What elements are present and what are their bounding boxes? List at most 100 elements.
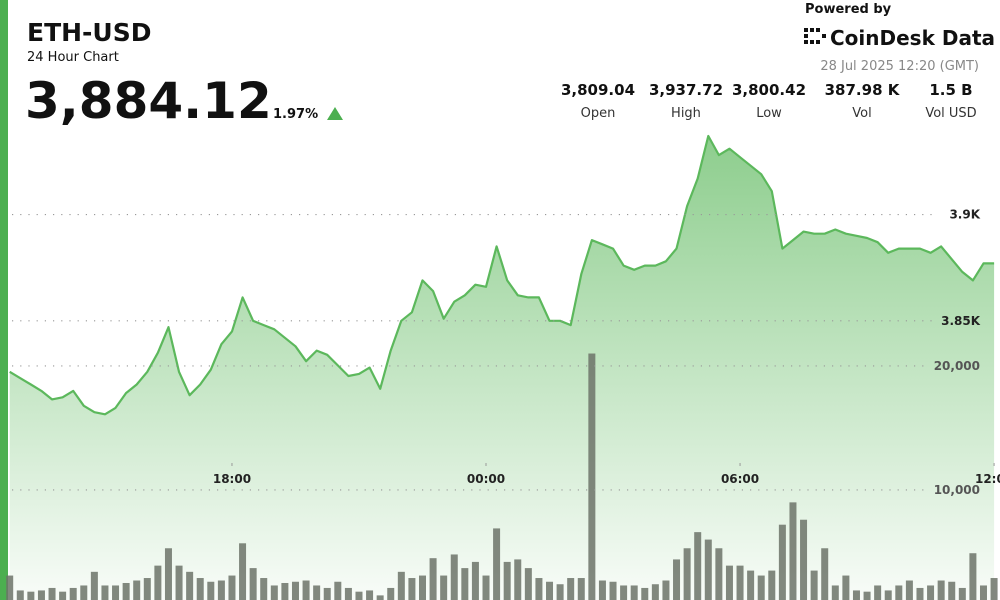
volume-bar — [588, 353, 596, 600]
stat-value: 3,809.04 — [561, 81, 635, 99]
volume-bar — [164, 548, 172, 600]
volume-bar — [948, 581, 956, 600]
volume-bar — [207, 581, 215, 600]
volume-bar — [133, 580, 141, 600]
volume-bar — [334, 581, 342, 600]
volume-bar — [461, 568, 469, 600]
volume-bar — [662, 580, 670, 600]
volume-bar — [641, 587, 649, 600]
stat-label: Open — [581, 106, 616, 121]
volume-bar — [260, 578, 268, 600]
volume-bar — [196, 578, 204, 600]
volume-bar — [524, 568, 532, 600]
volume-bar — [831, 585, 839, 600]
y2-tick-label: 20,000 — [934, 359, 980, 373]
volume-bar — [651, 584, 659, 600]
volume-bar — [927, 585, 935, 600]
volume-bar — [112, 585, 120, 600]
volume-bar — [291, 581, 299, 600]
volume-bar — [408, 578, 416, 600]
volume-bar — [228, 575, 236, 600]
volume-bar — [694, 532, 702, 600]
volume-bar — [958, 587, 966, 600]
volume-bar — [355, 591, 363, 600]
volume-bar — [810, 570, 818, 600]
volume-bar — [567, 578, 575, 600]
volume-bar — [990, 578, 998, 600]
volume-bar — [757, 575, 765, 600]
up-arrow — [327, 107, 343, 120]
volume-bar — [366, 590, 374, 600]
volume-bar — [302, 580, 310, 600]
volume-bar — [874, 585, 882, 600]
volume-bar — [937, 580, 945, 600]
volume-bar — [482, 575, 490, 600]
volume-bar — [440, 575, 448, 600]
volume-bar — [821, 548, 829, 600]
volume-bar — [673, 559, 681, 600]
header: ETH-USD 24 Hour Chart 3,884.12 1.97% Pow… — [25, 2, 995, 130]
volume-bar — [154, 565, 162, 600]
volume-bar — [270, 585, 278, 600]
volume-bar — [376, 595, 384, 600]
x-tick-label: 12:00 — [975, 472, 1000, 486]
volume-bar — [778, 524, 786, 600]
volume-bar — [768, 570, 776, 600]
stat-value: 387.98 K — [825, 81, 901, 99]
volume-bar — [344, 587, 352, 600]
volume-bar — [884, 590, 892, 600]
stat-value: 3,937.72 — [649, 81, 723, 99]
volume-bar — [27, 591, 35, 600]
volume-bar — [48, 587, 56, 600]
volume-bar — [239, 543, 247, 600]
stat-label: Vol — [852, 106, 871, 121]
volume-bar — [387, 587, 395, 600]
volume-bar — [916, 587, 924, 600]
volume-bar — [418, 575, 426, 600]
plot: 3.85K 3.9K 10,000 20,000 18:00 00:00 06:00 12:0… — [6, 134, 1000, 600]
volume-bar — [101, 585, 109, 600]
volume-bar — [704, 539, 712, 600]
volume-bar — [546, 581, 554, 600]
volume-bar — [80, 585, 88, 600]
volume-bar — [37, 590, 45, 600]
price-area — [9, 136, 995, 600]
volume-bar — [598, 580, 606, 600]
volume-bar — [16, 590, 24, 600]
volume-bar — [747, 570, 755, 600]
volume-bar — [725, 565, 733, 600]
volume-bar — [789, 502, 797, 600]
volume-bar — [6, 575, 14, 600]
change: 1.97% — [273, 107, 318, 122]
volume-bar — [736, 565, 744, 600]
y2-tick-label: 10,000 — [934, 483, 980, 497]
volume-bar — [217, 580, 225, 600]
volume-bar — [143, 578, 151, 600]
volume-bar — [281, 582, 289, 600]
x-tick-label: 18:00 — [213, 472, 251, 486]
y-tick-label: 3.85K — [941, 314, 981, 328]
stat-label: High — [671, 106, 701, 121]
volume-bar — [175, 565, 183, 600]
powered-by: Powered by — [805, 2, 892, 17]
volume-bar — [609, 581, 617, 600]
volume-bar — [715, 548, 723, 600]
volume-bar — [969, 553, 977, 600]
volume-bar — [620, 585, 628, 600]
volume-bar — [905, 580, 913, 600]
stat-label: Low — [756, 106, 782, 121]
subtitle: 24 Hour Chart — [27, 50, 119, 65]
brand-logo — [804, 28, 826, 44]
side-strip — [0, 0, 8, 600]
volume-bar — [429, 558, 437, 600]
stat-label: Vol USD — [925, 106, 976, 121]
price-line — [9, 134, 995, 416]
volume-bar — [59, 591, 67, 600]
volume-bar — [895, 585, 903, 600]
volume-bar — [535, 578, 543, 600]
volume-bar — [630, 585, 638, 600]
brand: CoinDesk Data — [830, 26, 995, 50]
